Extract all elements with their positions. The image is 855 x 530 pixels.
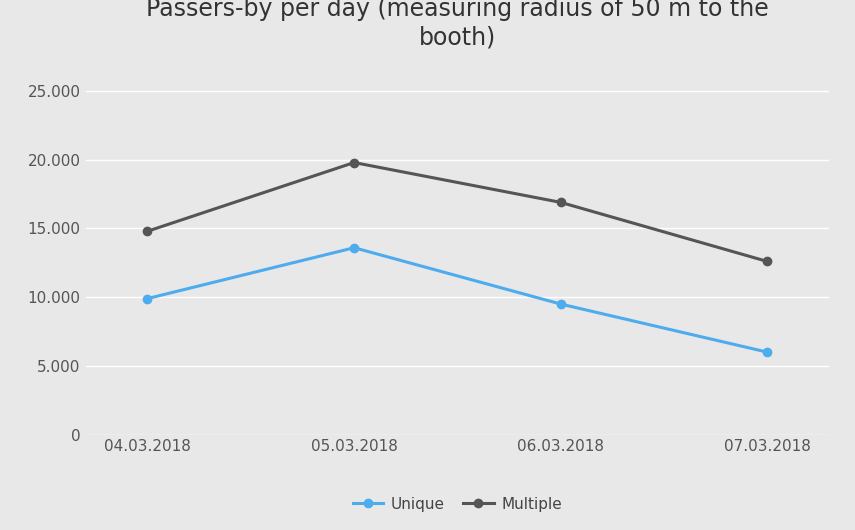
Line: Unique: Unique <box>144 244 771 356</box>
Unique <box>142 295 152 302</box>
Multiple <box>763 258 773 264</box>
Legend: Unique, Multiple: Unique, Multiple <box>346 490 569 518</box>
Unique <box>763 349 773 355</box>
Line: Multiple: Multiple <box>144 158 771 266</box>
Multiple <box>556 199 566 206</box>
Multiple <box>349 160 359 166</box>
Unique <box>556 301 566 307</box>
Multiple <box>142 228 152 234</box>
Title: Passers-by per day (measuring radius of 50 m to the
booth): Passers-by per day (measuring radius of … <box>146 0 769 49</box>
Unique <box>349 244 359 251</box>
